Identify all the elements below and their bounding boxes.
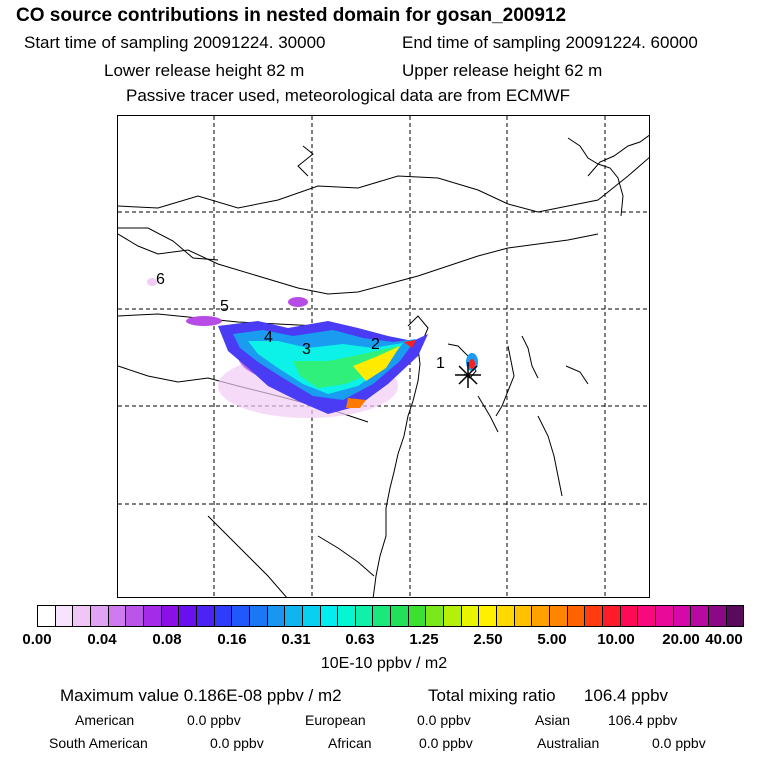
colorbar-cell xyxy=(620,606,639,626)
colorbar-cell xyxy=(638,606,656,626)
max-value-label: Maximum value 0.186E-08 ppbv / m2 xyxy=(60,686,342,705)
colorbar-cell xyxy=(655,606,674,626)
colorbar-cell xyxy=(320,606,339,626)
colorbar-cell xyxy=(90,606,109,626)
colorbar-cell xyxy=(302,606,321,626)
european-value: 0.0 ppbv xyxy=(417,712,471,728)
colorbar-cell xyxy=(426,606,445,626)
colorbar-cell xyxy=(232,606,250,626)
european-label: European xyxy=(305,712,366,728)
australian-value: 0.0 ppbv xyxy=(652,735,706,751)
colorbar-cell xyxy=(267,606,286,626)
colorbar-cell xyxy=(55,606,74,626)
upper-release-label: Upper release height 62 m xyxy=(402,61,603,80)
total-mixing-label: Total mixing ratio xyxy=(428,686,556,705)
colorbar-cell xyxy=(479,606,498,626)
colorbar-cell xyxy=(108,606,127,626)
colorbar-cell xyxy=(196,606,215,626)
colorbar-tick-10: 20.00 xyxy=(662,631,700,648)
colorbar-tick-0: 0.00 xyxy=(22,631,52,648)
south-american-value: 0.0 ppbv xyxy=(210,735,264,751)
region-label-5: 5 xyxy=(220,298,229,315)
colorbar-tick-2: 0.08 xyxy=(152,631,182,648)
colorbar-tick-7: 2.50 xyxy=(473,631,503,648)
colorbar-cell xyxy=(143,606,162,626)
region-label-6: 6 xyxy=(156,271,165,288)
concentration-plume xyxy=(147,278,478,418)
colorbar-tick-1: 0.04 xyxy=(87,631,117,648)
colorbar-cell xyxy=(514,606,533,626)
map-panel: 1 2 3 4 5 6 xyxy=(117,115,650,598)
colorbar-cell xyxy=(708,606,727,626)
colorbar-cell xyxy=(567,606,586,626)
colorbar-cell xyxy=(461,606,480,626)
colorbar-tick-6: 1.25 xyxy=(409,631,439,648)
grid-lines xyxy=(118,116,649,597)
colorbar-cell xyxy=(673,606,692,626)
colorbar-cell xyxy=(585,606,603,626)
total-mixing-ratio: Total mixing ratio 106.4 ppbv xyxy=(428,686,668,706)
coastlines xyxy=(118,134,649,597)
american-value: 0.0 ppbv xyxy=(187,712,241,728)
colorbar-cell xyxy=(444,606,462,626)
australian-label: Australian xyxy=(537,735,600,751)
south-american-label: South American xyxy=(49,735,148,751)
region-label-1: 1 xyxy=(436,355,445,372)
receptor-asterisk-icon xyxy=(455,362,481,388)
colorbar xyxy=(37,605,744,627)
african-label: African xyxy=(328,735,372,751)
colorbar-tick-11: 40.00 xyxy=(705,631,743,648)
colorbar-cell xyxy=(550,606,568,626)
colorbar-cell xyxy=(73,606,91,626)
colorbar-cell xyxy=(285,606,303,626)
asian-label: Asian xyxy=(535,712,571,728)
end-time-label: End time of sampling 20091224. 60000 xyxy=(402,33,698,52)
map-canvas: 1 2 3 4 5 6 xyxy=(118,116,649,597)
colorbar-cell xyxy=(249,606,268,626)
colorbar-cell xyxy=(391,606,409,626)
colorbar-tick-9: 10.00 xyxy=(597,631,635,648)
figure-title: CO source contributions in nested domain… xyxy=(16,5,567,26)
region-label-3: 3 xyxy=(302,341,311,358)
colorbar-cell xyxy=(373,606,392,626)
colorbar-unit: 10E-10 ppbv / m2 xyxy=(320,655,448,672)
region-label-4: 4 xyxy=(264,329,273,346)
colorbar-cell xyxy=(408,606,427,626)
colorbar-tick-8: 5.00 xyxy=(537,631,567,648)
asian-value: 106.4 ppbv xyxy=(608,712,678,728)
colorbar-tick-3: 0.16 xyxy=(217,631,247,648)
colorbar-cell xyxy=(532,606,551,626)
colorbar-cell xyxy=(126,606,144,626)
region-label-2: 2 xyxy=(371,336,380,353)
colorbar-cell xyxy=(691,606,709,626)
colorbar-cell xyxy=(214,606,233,626)
colorbar-cell xyxy=(603,606,621,626)
colorbar-cell xyxy=(38,606,56,626)
colorbar-tick-5: 0.63 xyxy=(345,631,375,648)
lower-release-label: Lower release height 82 m xyxy=(104,61,305,80)
colorbar-cell xyxy=(338,606,356,626)
colorbar-tick-4: 0.31 xyxy=(281,631,311,648)
colorbar-cell xyxy=(161,606,180,626)
region-labels: 1 2 3 4 5 6 xyxy=(156,271,445,372)
colorbar-cell xyxy=(726,606,744,626)
african-value: 0.0 ppbv xyxy=(419,735,473,751)
american-label: American xyxy=(75,712,135,728)
colorbar-cell xyxy=(497,606,515,626)
colorbar-cell xyxy=(355,606,374,626)
tracer-note: Passive tracer used, meteorological data… xyxy=(126,86,571,105)
start-time-label: Start time of sampling 20091224. 30000 xyxy=(24,33,326,52)
colorbar-cell xyxy=(179,606,197,626)
total-mixing-value: 106.4 ppbv xyxy=(583,686,669,705)
